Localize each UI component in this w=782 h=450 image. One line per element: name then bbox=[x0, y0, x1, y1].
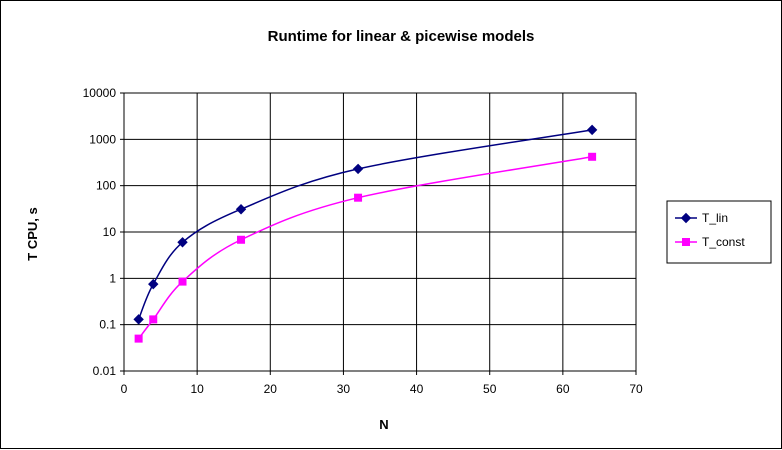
y-tick-label: 0.01 bbox=[93, 364, 117, 378]
legend-label: T_lin bbox=[702, 211, 728, 225]
y-tick-label: 1 bbox=[109, 271, 116, 285]
chart-title: Runtime for linear & picewise models bbox=[268, 28, 535, 45]
data-point bbox=[588, 152, 597, 161]
data-point bbox=[352, 163, 364, 175]
legend-marker bbox=[680, 212, 692, 224]
y-tick-label: 0.1 bbox=[99, 318, 116, 332]
data-point bbox=[237, 235, 246, 244]
y-tick-label: 10 bbox=[103, 225, 117, 239]
legend-item: T_lin bbox=[675, 211, 728, 225]
legend-marker bbox=[682, 238, 690, 246]
data-point bbox=[177, 237, 188, 248]
legend-item: T_const bbox=[675, 235, 745, 249]
data-point bbox=[133, 314, 144, 325]
x-tick-label: 60 bbox=[556, 382, 570, 396]
data-point bbox=[148, 278, 159, 290]
data-point bbox=[235, 204, 247, 215]
data-point bbox=[134, 334, 143, 343]
x-tick-label: 30 bbox=[337, 382, 351, 396]
series-layer bbox=[133, 124, 598, 343]
series-T_const bbox=[134, 152, 597, 343]
x-axis-ticks: 0 10 20 30 40 50 60 70 bbox=[121, 371, 643, 396]
legend: T_lin T_const bbox=[666, 200, 772, 264]
series-T_lin bbox=[133, 124, 598, 325]
data-point bbox=[149, 315, 158, 324]
x-tick-label: 70 bbox=[629, 382, 643, 396]
legend-label: T_const bbox=[702, 235, 745, 249]
y-axis-label: T CPU, s bbox=[25, 207, 40, 260]
x-tick-label: 50 bbox=[483, 382, 497, 396]
y-tick-label: 100 bbox=[96, 179, 116, 193]
legend-box bbox=[666, 200, 772, 264]
x-axis-label: N bbox=[379, 417, 388, 432]
x-tick-label: 20 bbox=[264, 382, 278, 396]
data-point bbox=[586, 124, 598, 136]
data-point bbox=[354, 193, 363, 202]
x-tick-label: 0 bbox=[121, 382, 128, 396]
data-point bbox=[178, 277, 187, 286]
x-tick-label: 40 bbox=[410, 382, 424, 396]
y-tick-label: 10000 bbox=[83, 86, 117, 100]
x-tick-label: 10 bbox=[190, 382, 204, 396]
y-tick-label: 1000 bbox=[89, 132, 116, 146]
y-axis-ticks: 0.01 0.1 1 10 100 1000 10000 bbox=[83, 86, 124, 378]
